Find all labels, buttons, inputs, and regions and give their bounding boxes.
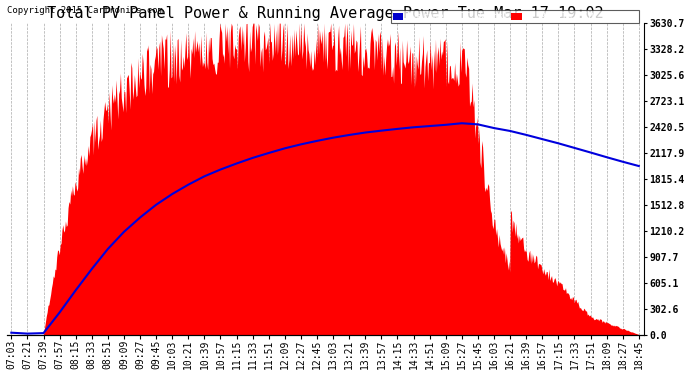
Text: Copyright 2015 Cartronics.com: Copyright 2015 Cartronics.com [6, 6, 162, 15]
Legend: Average  (DC Watts), PV Panels  (DC Watts): Average (DC Watts), PV Panels (DC Watts) [391, 10, 639, 23]
Title: Total PV Panel Power & Running Average Power Tue Mar 17 19:02: Total PV Panel Power & Running Average P… [47, 6, 603, 21]
